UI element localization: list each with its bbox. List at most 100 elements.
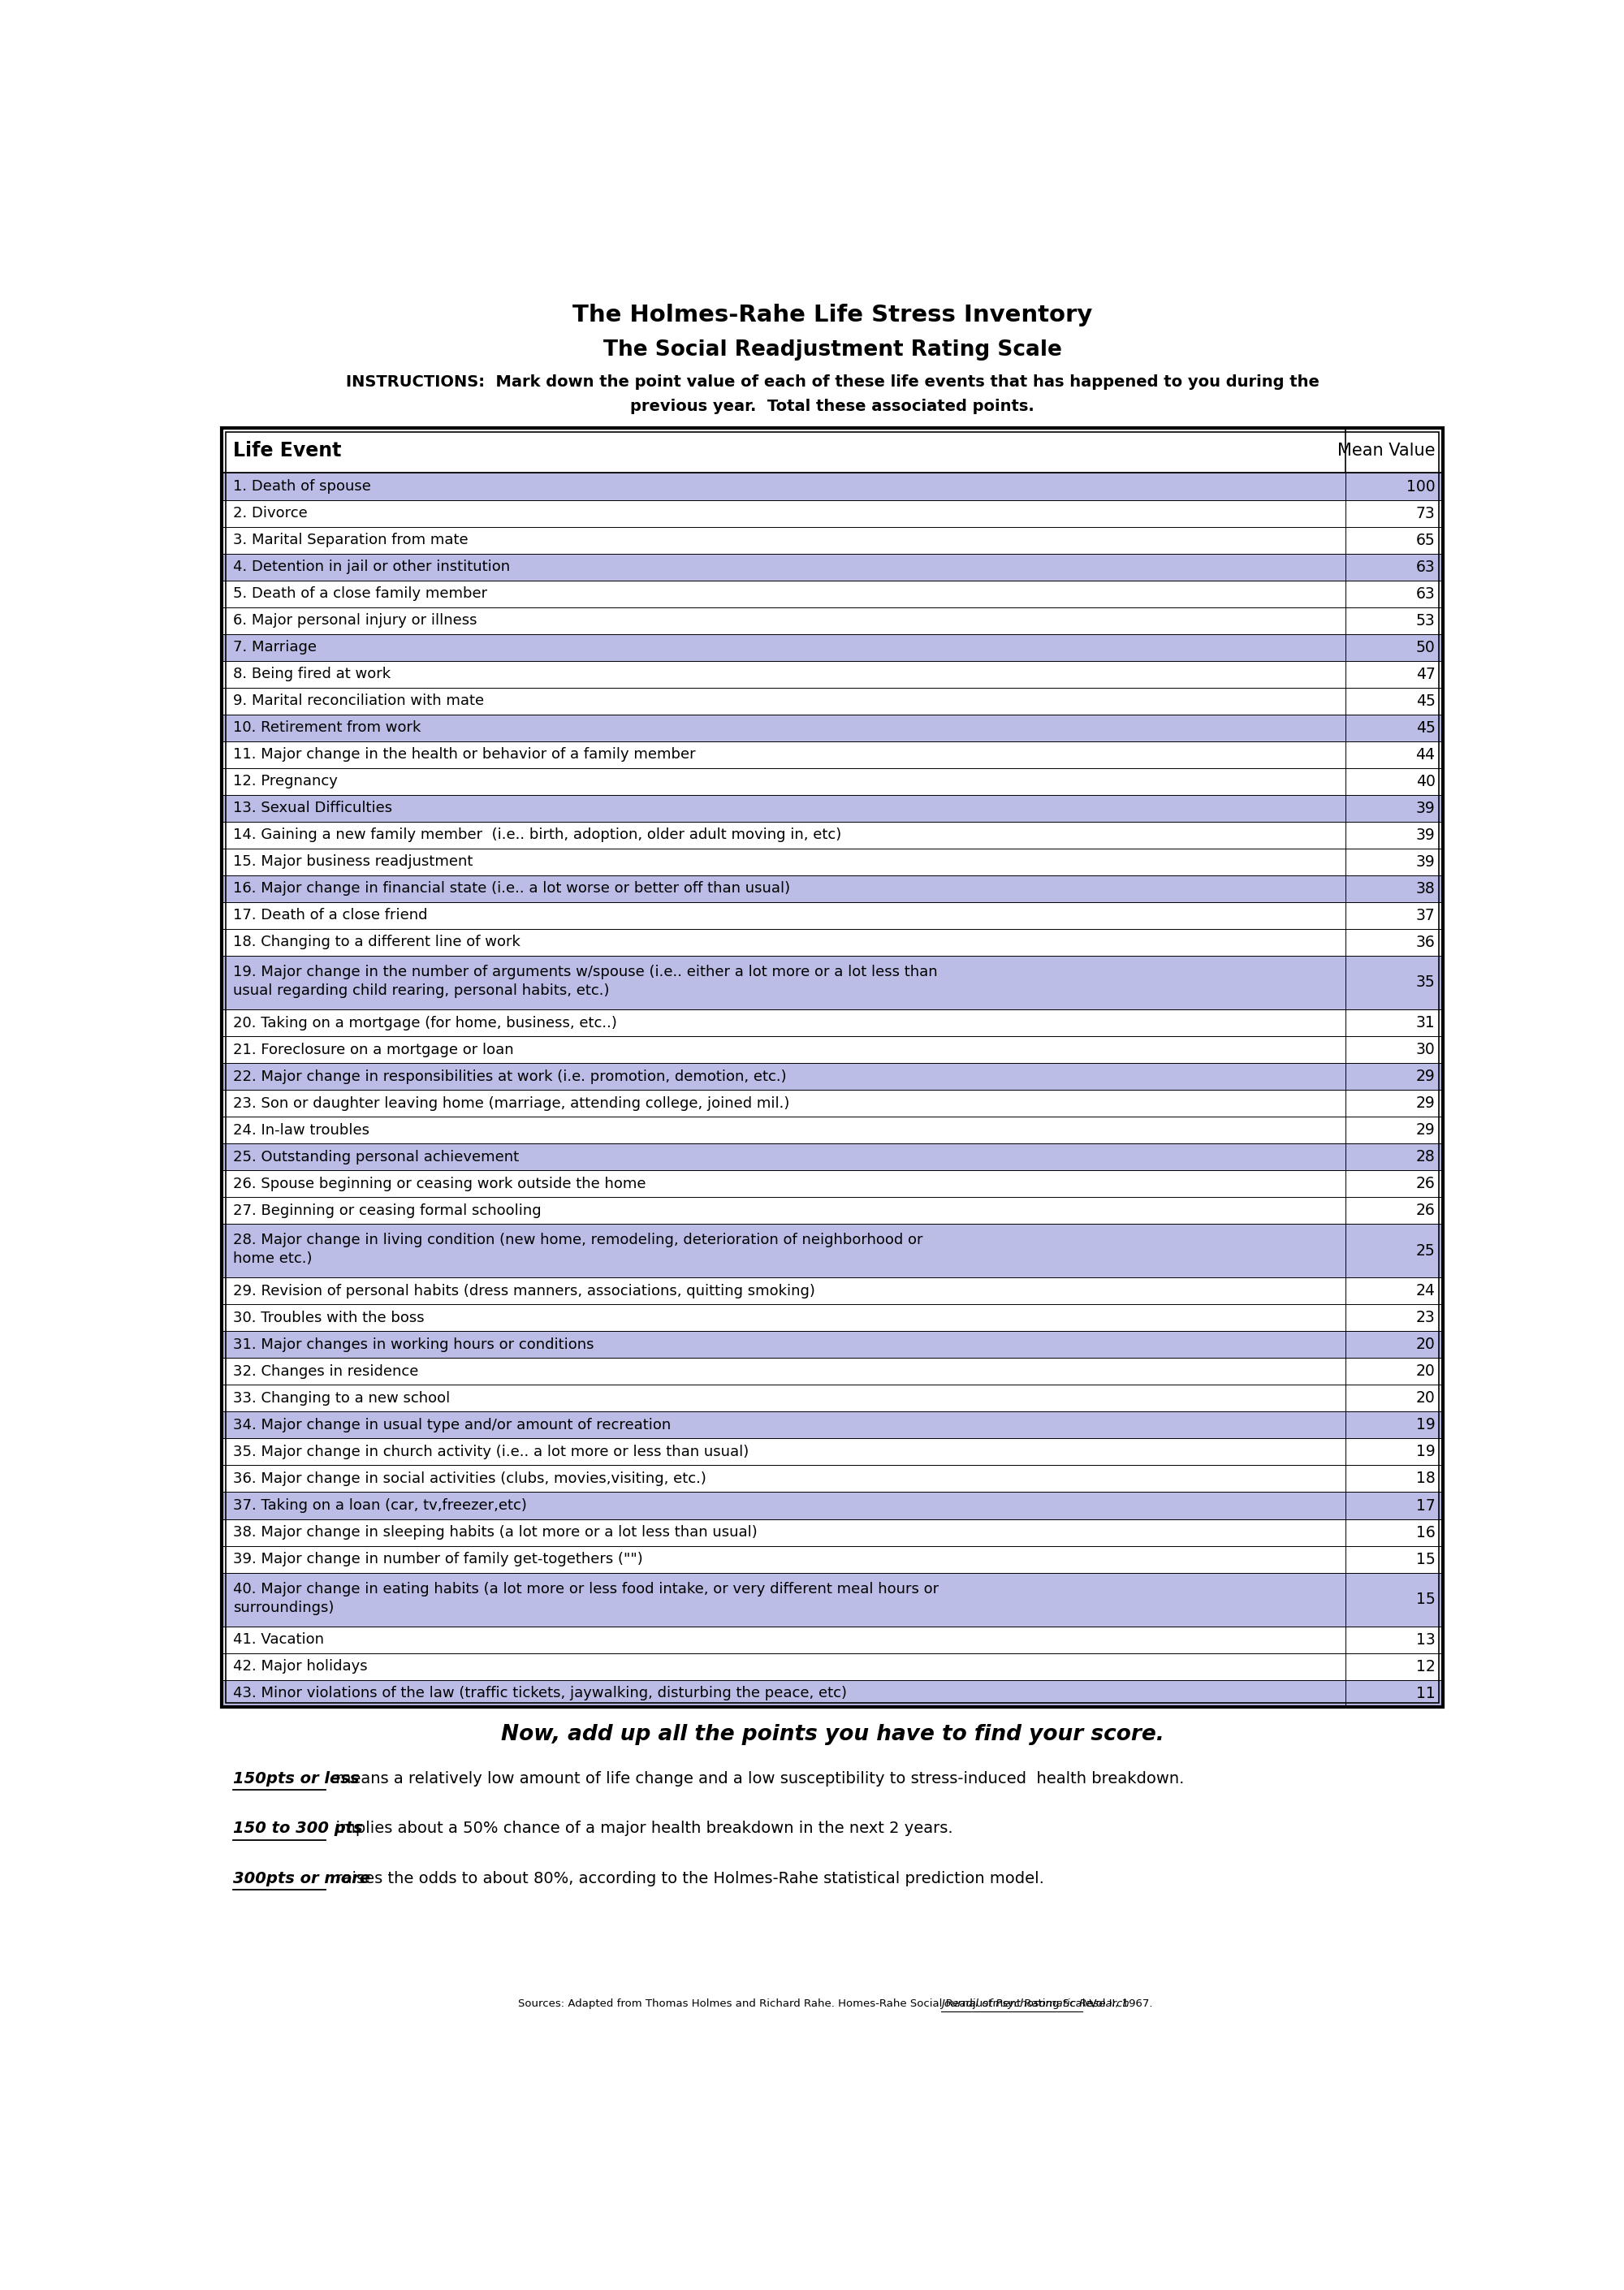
Text: 30. Troubles with the boss: 30. Troubles with the boss	[234, 1310, 424, 1326]
Text: 15: 15	[1416, 1553, 1436, 1566]
Text: 7. Marriage: 7. Marriage	[234, 639, 317, 655]
Text: 17. Death of a close friend: 17. Death of a close friend	[234, 909, 427, 923]
Text: 20: 20	[1416, 1390, 1436, 1406]
Text: Journal of Psychosomatic Research: Journal of Psychosomatic Research	[942, 1999, 1130, 2008]
Bar	[222, 1385, 1442, 1411]
Bar	[222, 1653, 1442, 1681]
Text: 35: 35	[1416, 976, 1436, 989]
Text: 35. Major change in church activity (i.e.. a lot more or less than usual): 35. Major change in church activity (i.e…	[234, 1445, 749, 1459]
Bar	[222, 714, 1442, 742]
Text: 18: 18	[1416, 1470, 1436, 1486]
Text: 26: 26	[1416, 1202, 1436, 1218]
Bar	[222, 1358, 1442, 1385]
Text: The Social Readjustment Rating Scale: The Social Readjustment Rating Scale	[603, 339, 1062, 360]
Text: 28: 28	[1416, 1150, 1436, 1166]
Text: 29. Revision of personal habits (dress manners, associations, quitting smoking): 29. Revision of personal habits (dress m…	[234, 1285, 815, 1298]
Bar	[222, 1143, 1442, 1170]
Text: 2. Divorce: 2. Divorce	[234, 506, 307, 520]
Text: 15: 15	[1416, 1592, 1436, 1608]
Text: 8. Being fired at work: 8. Being fired at work	[234, 666, 391, 682]
Bar	[222, 1466, 1442, 1493]
Text: Sources: Adapted from Thomas Holmes and Richard Rahe. Homes-Rahe Social Readjust: Sources: Adapted from Thomas Holmes and …	[518, 1999, 1098, 2008]
Text: 42. Major holidays: 42. Major holidays	[234, 1660, 367, 1674]
Bar	[222, 1278, 1442, 1305]
Text: 6. Major personal injury or illness: 6. Major personal injury or illness	[234, 614, 477, 627]
Text: 38: 38	[1416, 882, 1436, 895]
Bar	[222, 527, 1442, 554]
Text: 41. Vacation: 41. Vacation	[234, 1633, 325, 1647]
Bar	[222, 742, 1442, 767]
Bar	[222, 1681, 1442, 1706]
Text: 65: 65	[1416, 531, 1436, 547]
Bar	[222, 930, 1442, 955]
Text: 26. Spouse beginning or ceasing work outside the home: 26. Spouse beginning or ceasing work out…	[234, 1177, 646, 1191]
Bar	[222, 875, 1442, 902]
Text: 16: 16	[1416, 1525, 1436, 1541]
Text: 20: 20	[1416, 1337, 1436, 1353]
Text: 21. Foreclosure on a mortgage or loan: 21. Foreclosure on a mortgage or loan	[234, 1042, 513, 1058]
Text: 27. Beginning or ceasing formal schooling: 27. Beginning or ceasing formal schoolin…	[234, 1202, 541, 1218]
Bar	[222, 1305, 1442, 1330]
Text: 150pts or less: 150pts or less	[234, 1770, 359, 1786]
Text: 28. Major change in living condition (new home, remodeling, deterioration of nei: 28. Major change in living condition (ne…	[234, 1232, 922, 1266]
Text: 63: 63	[1416, 559, 1436, 575]
Text: 19: 19	[1416, 1445, 1436, 1459]
Bar	[222, 1223, 1442, 1278]
Bar	[222, 1118, 1442, 1143]
Text: 39. Major change in number of family get-togethers (""): 39. Major change in number of family get…	[234, 1553, 643, 1566]
Text: 73: 73	[1416, 506, 1436, 520]
Text: 40: 40	[1416, 774, 1436, 790]
Text: 32. Changes in residence: 32. Changes in residence	[234, 1365, 419, 1379]
Text: 37. Taking on a loan (car, tv,freezer,etc): 37. Taking on a loan (car, tv,freezer,et…	[234, 1498, 528, 1514]
Text: 23: 23	[1416, 1310, 1436, 1326]
Text: Now, add up all the points you have to find your score.: Now, add up all the points you have to f…	[500, 1724, 1164, 1745]
Bar	[222, 1438, 1442, 1466]
Text: 150 to 300 pts: 150 to 300 pts	[234, 1821, 362, 1837]
Text: 300pts or more: 300pts or more	[234, 1871, 370, 1887]
Bar	[222, 634, 1442, 662]
Text: 20. Taking on a mortgage (for home, business, etc..): 20. Taking on a mortgage (for home, busi…	[234, 1014, 617, 1030]
Text: 29: 29	[1416, 1069, 1436, 1083]
Text: 63: 63	[1416, 586, 1436, 602]
Bar	[222, 850, 1442, 875]
Text: Vol II, 1967.: Vol II, 1967.	[1083, 1999, 1153, 2008]
Text: 100: 100	[1406, 479, 1436, 495]
Text: 13: 13	[1416, 1633, 1436, 1647]
Text: 45: 45	[1416, 694, 1436, 708]
Text: 24: 24	[1416, 1282, 1436, 1298]
Text: 5. Death of a close family member: 5. Death of a close family member	[234, 586, 487, 600]
Text: previous year.  Total these associated points.: previous year. Total these associated po…	[630, 398, 1034, 414]
Text: 34. Major change in usual type and/or amount of recreation: 34. Major change in usual type and/or am…	[234, 1418, 671, 1434]
Text: 23. Son or daughter leaving home (marriage, attending college, joined mil.): 23. Son or daughter leaving home (marria…	[234, 1097, 789, 1111]
Text: 13. Sexual Difficulties: 13. Sexual Difficulties	[234, 801, 393, 815]
Text: 36: 36	[1416, 934, 1436, 950]
Text: INSTRUCTIONS:  Mark down the point value of each of these life events that has h: INSTRUCTIONS: Mark down the point value …	[346, 376, 1319, 389]
Bar	[222, 1090, 1442, 1118]
Bar	[222, 795, 1442, 822]
Text: 30: 30	[1416, 1042, 1436, 1058]
Text: 50: 50	[1416, 639, 1436, 655]
Text: 31. Major changes in working hours or conditions: 31. Major changes in working hours or co…	[234, 1337, 594, 1351]
Bar	[222, 554, 1442, 579]
Text: 39: 39	[1416, 854, 1436, 870]
Text: 45: 45	[1416, 719, 1436, 735]
Text: 14. Gaining a new family member  (i.e.. birth, adoption, older adult moving in, : 14. Gaining a new family member (i.e.. b…	[234, 827, 841, 843]
Text: 40. Major change in eating habits (a lot more or less food intake, or very diffe: 40. Major change in eating habits (a lot…	[234, 1582, 939, 1614]
Text: 11: 11	[1416, 1685, 1436, 1701]
Bar	[222, 662, 1442, 687]
Text: 19: 19	[1416, 1418, 1436, 1434]
Bar	[222, 1518, 1442, 1546]
Bar	[222, 1546, 1442, 1573]
Text: raises the odds to about 80%, according to the Holmes-Rahe statistical predictio: raises the odds to about 80%, according …	[326, 1871, 1044, 1887]
Text: 36. Major change in social activities (clubs, movies,visiting, etc.): 36. Major change in social activities (c…	[234, 1472, 706, 1486]
Text: means a relatively low amount of life change and a low susceptibility to stress-: means a relatively low amount of life ch…	[326, 1770, 1184, 1786]
Bar	[222, 1330, 1442, 1358]
Bar	[222, 822, 1442, 850]
Text: 20: 20	[1416, 1365, 1436, 1379]
Text: implies about a 50% chance of a major health breakdown in the next 2 years.: implies about a 50% chance of a major he…	[326, 1821, 953, 1837]
Bar	[222, 499, 1442, 527]
Text: 39: 39	[1416, 801, 1436, 815]
Bar	[222, 607, 1442, 634]
Text: 9. Marital reconciliation with mate: 9. Marital reconciliation with mate	[234, 694, 484, 708]
Text: 33. Changing to a new school: 33. Changing to a new school	[234, 1390, 450, 1406]
